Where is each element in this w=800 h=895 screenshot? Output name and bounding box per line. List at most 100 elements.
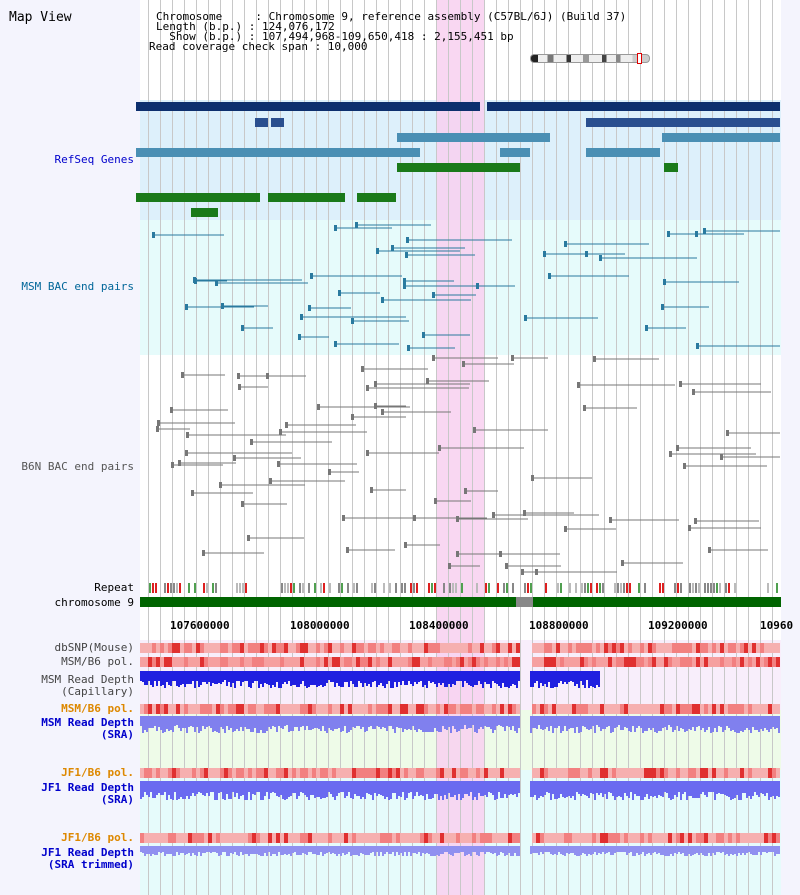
jf1-depth-bar bbox=[318, 781, 320, 797]
jf1-depth-bar bbox=[396, 781, 398, 799]
dbsnp-cell bbox=[344, 643, 348, 653]
pol-cell bbox=[204, 833, 208, 843]
pol-cell bbox=[772, 833, 776, 843]
msm-depth-bar bbox=[326, 671, 328, 683]
jf1-trim-depth-bar bbox=[686, 846, 688, 856]
repeat-mark bbox=[242, 583, 244, 593]
msm-depth-bar bbox=[228, 671, 230, 682]
msm-sra-depth-bar bbox=[690, 716, 692, 730]
b6n-bac-pair-end bbox=[381, 409, 384, 415]
repeat-mark bbox=[623, 583, 625, 593]
msm-sra-depth-bar bbox=[142, 716, 144, 733]
pol-cell bbox=[508, 768, 512, 778]
jf1-depth-bar bbox=[596, 781, 598, 793]
jf1-depth-bar bbox=[698, 781, 700, 798]
jf1-trim-depth-bar bbox=[654, 846, 656, 852]
pol-cell bbox=[512, 657, 516, 667]
msm-depth-bar bbox=[460, 671, 462, 681]
jf1-trim-depth-bar bbox=[564, 846, 566, 856]
msm-depth-bar bbox=[340, 671, 342, 687]
pol-cell bbox=[728, 657, 732, 667]
jf1-trim-depth-bar bbox=[164, 846, 166, 856]
b6n-bac-pair-end bbox=[266, 373, 269, 379]
jf1-depth-bar bbox=[400, 781, 402, 797]
pol-cell bbox=[436, 768, 440, 778]
msm-sra-depth-bar bbox=[212, 716, 214, 732]
msm-sra-depth-bar bbox=[590, 716, 592, 729]
refseq-genes-label[interactable]: RefSeq Genes bbox=[54, 153, 134, 166]
repeat-mark bbox=[659, 583, 661, 593]
pol-cell bbox=[348, 704, 352, 714]
jf1-depth-bar bbox=[434, 781, 436, 794]
dbsnp-cell bbox=[396, 643, 400, 653]
pol-cell bbox=[748, 657, 752, 667]
chromosome-ideogram[interactable] bbox=[530, 53, 654, 64]
msm-depth-bar bbox=[442, 671, 444, 683]
jf1-depth-bar bbox=[486, 781, 488, 797]
msm-sra-depth-bar bbox=[388, 716, 390, 726]
b6n-bac-pair-end bbox=[511, 355, 514, 361]
msm-sra-depth-bar bbox=[202, 716, 204, 726]
msm-sra-depth-bar bbox=[264, 716, 266, 733]
repeat-mark bbox=[485, 583, 487, 593]
b6n-bac-pair-end bbox=[191, 490, 194, 496]
msm-depth-bar bbox=[330, 671, 332, 682]
b6n-bac-label[interactable]: B6N BAC end pairs bbox=[21, 460, 134, 473]
msm-depth-bar bbox=[542, 671, 544, 686]
repeat-mark bbox=[338, 583, 340, 593]
chromosome-bar[interactable] bbox=[140, 597, 781, 607]
msm-depth-bar bbox=[450, 671, 452, 687]
pol-cell bbox=[152, 657, 156, 667]
msm-depth-bar bbox=[192, 671, 194, 681]
jf1-trim-depth-bar bbox=[576, 846, 578, 856]
msm-depth-bar bbox=[320, 671, 322, 685]
msm-sra-depth-bar bbox=[356, 716, 358, 726]
msm-depth-bar bbox=[436, 671, 438, 687]
jf1-trim-depth-bar bbox=[756, 846, 758, 855]
pol-cell bbox=[372, 657, 376, 667]
jf1-trim-depth-bar bbox=[634, 846, 636, 856]
pol-cell bbox=[636, 833, 640, 843]
msm-depth-bar bbox=[258, 671, 260, 688]
msm-depth-bar bbox=[588, 671, 590, 688]
jf1-trim-depth-bar bbox=[416, 846, 418, 854]
msm-sra-depth-bar bbox=[296, 716, 298, 727]
msm-bac-label[interactable]: MSM BAC end pairs bbox=[21, 280, 134, 293]
pol-cell bbox=[208, 833, 212, 843]
jf1-depth-bar bbox=[590, 781, 592, 793]
msm-depth-bar bbox=[396, 671, 398, 687]
pol-cell bbox=[724, 768, 728, 778]
pol-cell bbox=[392, 833, 396, 843]
jf1-trim-depth-bar bbox=[282, 846, 284, 855]
b6n-bac-pair-end bbox=[317, 404, 320, 410]
msm-depth-bar bbox=[300, 671, 302, 684]
pol-cell bbox=[300, 704, 304, 714]
jf1-trim-depth-bar bbox=[466, 846, 468, 855]
pol-cell bbox=[140, 657, 144, 667]
ideogram-position-marker[interactable] bbox=[637, 53, 642, 64]
pol-cell bbox=[484, 768, 488, 778]
msm-depth-bar bbox=[538, 671, 540, 688]
msm-sra-depth-bar bbox=[708, 716, 710, 727]
msm-depth-bar bbox=[398, 671, 400, 682]
msm-sra-depth-bar bbox=[592, 716, 594, 726]
jf1-trim-depth-bar bbox=[320, 846, 322, 852]
pol-cell bbox=[208, 657, 212, 667]
jf1-trim-depth-bar bbox=[670, 846, 672, 854]
repeat-mark bbox=[314, 583, 316, 593]
repeat-mark bbox=[167, 583, 169, 593]
jf1-trim-depth-bar bbox=[178, 846, 180, 855]
jf1-trim-depth-bar bbox=[172, 846, 174, 856]
msm-sra-depth-bar bbox=[582, 716, 584, 726]
pol-cell bbox=[576, 657, 580, 667]
jf1-trim-depth-bar bbox=[570, 846, 572, 853]
jf1-depth-bar bbox=[684, 781, 686, 792]
pol-cell bbox=[240, 657, 244, 667]
msm-depth-bar bbox=[172, 671, 174, 681]
pol-cell bbox=[312, 768, 316, 778]
pol-cell bbox=[264, 704, 268, 714]
jf1-trim-depth-bar bbox=[452, 846, 454, 856]
dbsnp-cell bbox=[376, 643, 380, 653]
jf1-depth-bar bbox=[208, 781, 210, 796]
msm-sra-depth-bar bbox=[232, 716, 234, 732]
